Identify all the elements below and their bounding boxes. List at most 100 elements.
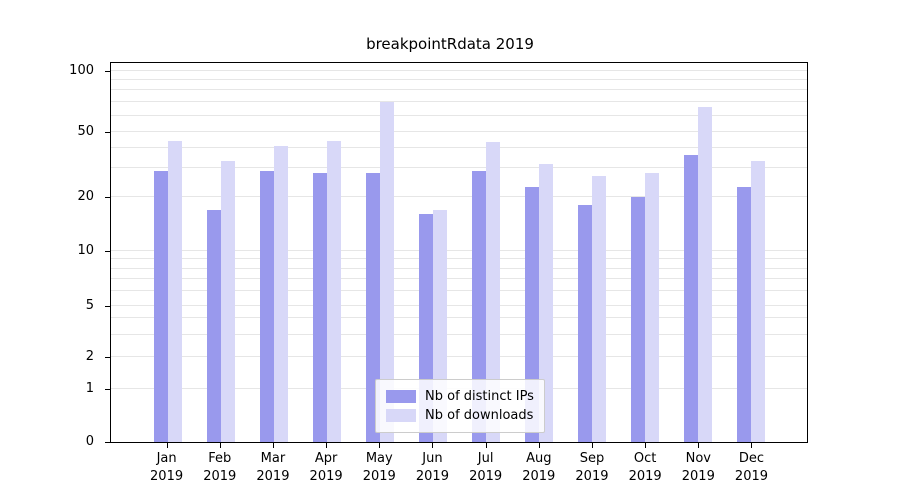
x-tick-label-oct: Oct 2019: [628, 451, 662, 484]
y-tick-mark: [105, 357, 110, 359]
y-tick-label: 20: [77, 189, 94, 205]
gridline: [111, 130, 807, 132]
bar-group-may: [353, 63, 406, 442]
bar-distinct-ips-aug: [524, 187, 539, 442]
y-tick-mark: [105, 70, 110, 72]
gridline: [111, 290, 807, 292]
bars: [111, 63, 807, 442]
x-tick-label-jan: Jan 2019: [150, 451, 184, 484]
x-tick-label-apr: Apr 2019: [309, 451, 343, 484]
x-tick-label-dec: Dec 2019: [734, 451, 769, 484]
bar-distinct-ips-jul: [471, 171, 486, 442]
y-tick-label: 0: [85, 434, 94, 449]
plot-area: Nb of distinct IPs Nb of downloads: [110, 62, 808, 443]
legend-item-distinct-ips: Nb of distinct IPs: [386, 389, 534, 404]
bar-distinct-ips-feb: [206, 210, 221, 442]
y-tick-mark: [105, 197, 110, 199]
bar-distinct-ips-apr: [312, 173, 327, 442]
y-tick-mark: [105, 305, 110, 307]
x-tick-mark: [379, 443, 381, 448]
gridline: [111, 317, 807, 319]
bar-group-jul: [459, 63, 512, 442]
gridline: [111, 333, 807, 335]
gridline: [111, 79, 807, 81]
bar-distinct-ips-may: [365, 173, 380, 442]
x-tick-mark: [751, 443, 753, 448]
y-tick-label: 100: [69, 62, 94, 78]
legend: Nb of distinct IPs Nb of downloads: [375, 379, 545, 433]
bar-distinct-ips-sep: [577, 205, 592, 442]
x-tick-label-may: May 2019: [362, 451, 396, 484]
x-tick-label-jul: Jul 2019: [469, 451, 503, 484]
bar-group-aug: [512, 63, 565, 442]
bar-downloads-oct: [644, 173, 659, 442]
y-tick-label: 50: [77, 123, 94, 139]
x-axis: Jan 2019 Feb 2019 Mar 2019 Apr 2019 May 2019 Jun 20…: [110, 443, 808, 493]
x-tick-mark: [591, 443, 593, 448]
chart-title: breakpointRdata 2019: [366, 35, 534, 53]
gridline: [111, 278, 807, 280]
gridline: [111, 258, 807, 260]
y-tick-mark: [105, 389, 110, 391]
y-tick-label: 2: [85, 349, 94, 365]
y-tick-label: 10: [77, 242, 94, 258]
bar-distinct-ips-nov: [683, 155, 698, 442]
x-tick-label-sep: Sep 2019: [575, 451, 609, 484]
legend-swatch-downloads: [386, 409, 416, 422]
bar-group-feb: [194, 63, 247, 442]
bar-downloads-nov: [697, 107, 712, 442]
x-tick-label-aug: Aug 2019: [522, 451, 556, 484]
gridline: [111, 101, 807, 103]
x-tick-label-feb: Feb 2019: [203, 451, 237, 484]
x-tick-mark: [166, 443, 168, 448]
y-tick-label: 1: [85, 381, 94, 397]
gridline: [111, 196, 807, 198]
x-tick-label-nov: Nov 2019: [681, 451, 715, 484]
x-tick-mark: [538, 443, 540, 448]
bar-downloads-feb: [220, 161, 235, 442]
gridline: [111, 69, 807, 71]
gridline: [111, 114, 807, 116]
x-tick-mark: [326, 443, 328, 448]
bar-downloads-may: [379, 102, 394, 442]
y-tick-mark: [105, 131, 110, 133]
bar-downloads-dec: [750, 161, 765, 442]
bar-group-sep: [565, 63, 618, 442]
gridline: [111, 304, 807, 306]
bar-downloads-sep: [591, 176, 606, 442]
legend-label-downloads: Nb of downloads: [425, 408, 534, 423]
bar-downloads-apr: [326, 141, 341, 442]
gridline: [111, 249, 807, 251]
legend-label-distinct-ips: Nb of distinct IPs: [425, 389, 534, 404]
bar-downloads-jul: [485, 142, 500, 442]
y-tick-label: 5: [85, 297, 94, 313]
x-tick-mark: [272, 443, 274, 448]
bar-distinct-ips-dec: [736, 187, 751, 442]
x-tick-mark: [698, 443, 700, 448]
x-tick-label-mar: Mar 2019: [256, 451, 290, 484]
gridline: [111, 89, 807, 91]
gridline: [111, 167, 807, 169]
x-tick-mark: [432, 443, 434, 448]
x-tick-mark: [219, 443, 221, 448]
gridline: [111, 146, 807, 148]
bar-group-mar: [247, 63, 300, 442]
bar-group-oct: [618, 63, 671, 442]
bar-group-dec: [724, 63, 777, 442]
y-tick-mark: [105, 442, 110, 443]
bar-distinct-ips-mar: [259, 171, 274, 442]
bar-downloads-mar: [273, 146, 288, 442]
bar-group-apr: [300, 63, 353, 442]
gridline: [111, 356, 807, 358]
gridline: [111, 267, 807, 269]
x-tick-mark: [485, 443, 487, 448]
y-axis: 0 1 2 5 10 20 50 100: [0, 62, 110, 449]
y-tick-mark: [105, 250, 110, 252]
bar-distinct-ips-oct: [630, 197, 645, 442]
bar-downloads-jan: [167, 141, 182, 442]
x-tick-mark: [645, 443, 647, 448]
legend-item-downloads: Nb of downloads: [386, 408, 534, 423]
bar-group-nov: [671, 63, 724, 442]
bar-distinct-ips-jan: [153, 171, 168, 442]
